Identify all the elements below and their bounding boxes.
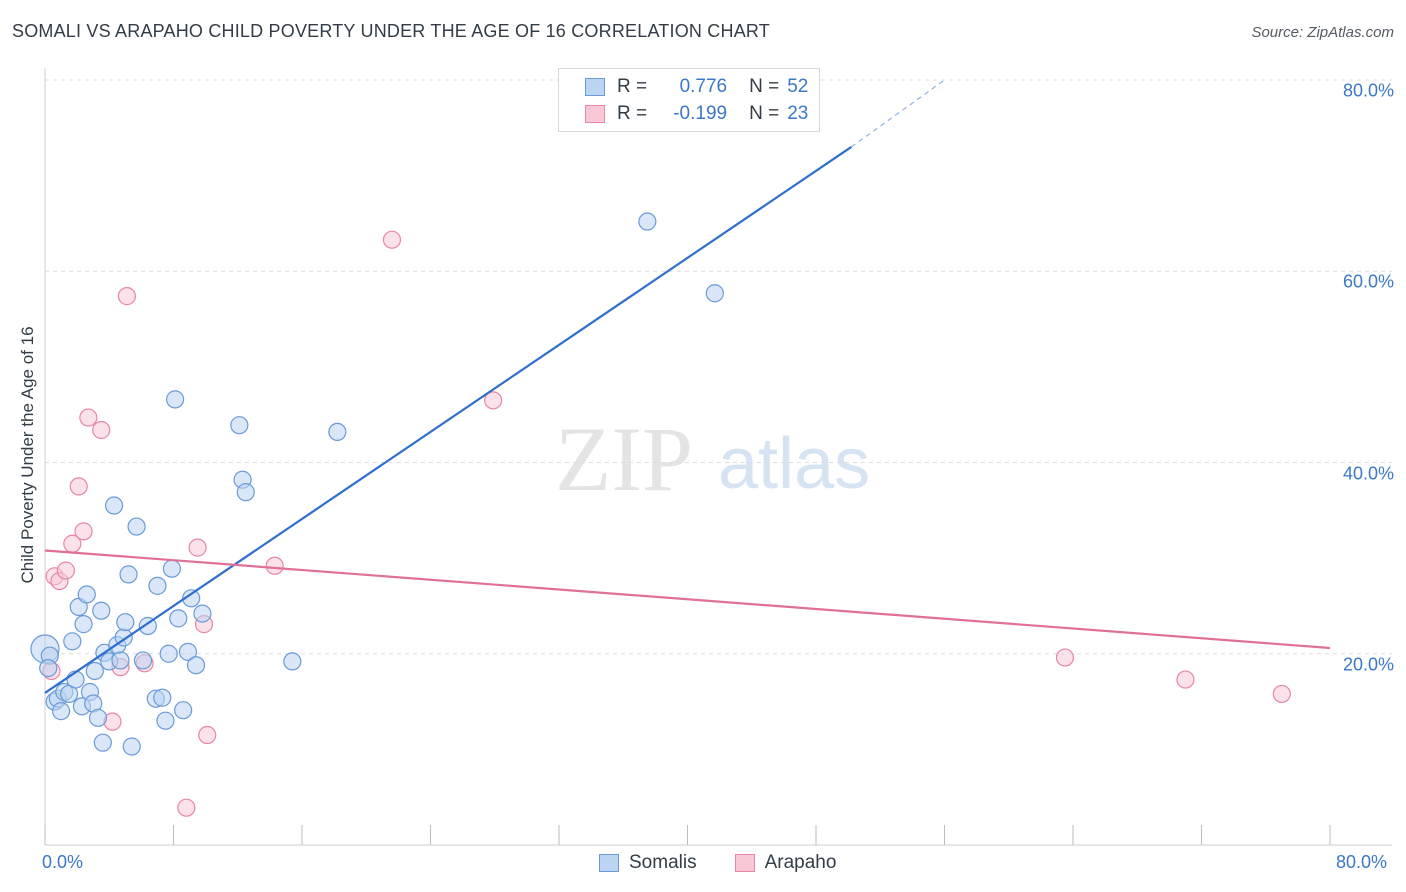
somalis-point (182, 589, 201, 608)
arapaho-point (265, 556, 284, 575)
somalis-trend-extension (850, 79, 945, 148)
axes (44, 68, 1392, 846)
watermark-atlas: atlas (718, 424, 870, 504)
somalis-point (92, 601, 111, 620)
somalis-point (166, 390, 185, 409)
somalis-point (169, 609, 188, 628)
somalis-point (77, 585, 96, 604)
bottom-legend-label-arapaho: Arapaho (764, 852, 837, 873)
legend-n-arapaho: 23 (787, 103, 809, 124)
somalis-point (111, 651, 130, 670)
bottom-legend-somalis[interactable]: Somalis (599, 852, 697, 874)
arapaho-point (1176, 670, 1195, 689)
y-tick-label-80: 80.0% (1342, 80, 1394, 101)
somalis-point (116, 613, 135, 632)
somalis-point (186, 656, 206, 675)
somalis-point (39, 658, 58, 678)
x-tick-min: 0.0% (42, 852, 84, 872)
arapaho-point (56, 561, 75, 580)
somalis-point (127, 517, 146, 536)
legend-swatch-arapaho (585, 105, 605, 123)
trend-lines (44, 79, 1331, 694)
somalis-point (193, 604, 212, 623)
bottom-legend: Somalis Arapaho (599, 852, 874, 874)
somalis-point (178, 642, 198, 661)
somalis-point (122, 737, 141, 756)
legend-row-arapaho: R = -0.199 N = 23 (585, 101, 808, 127)
arapaho-point (484, 391, 503, 410)
y-tick-label-20: 20.0% (1342, 654, 1394, 675)
somalis-point (88, 708, 108, 727)
legend-r-label: R = (617, 76, 648, 97)
somalis-point (63, 632, 82, 651)
somalis-point (174, 701, 193, 720)
arapaho-point (188, 538, 207, 557)
somalis-point (230, 416, 249, 435)
correlation-legend: R = 0.776 N = 52 R = -0.199 N = 23 (558, 68, 820, 132)
arapaho-point (177, 798, 196, 817)
arapaho-points (42, 230, 1291, 817)
arapaho-point (1272, 684, 1291, 704)
bottom-legend-arapaho[interactable]: Arapaho (734, 852, 837, 874)
y-tick-label-40: 40.0% (1342, 463, 1394, 483)
chart-title: SOMALI VS ARAPAHO CHILD POVERTY UNDER TH… (12, 21, 770, 41)
arapaho-point (1055, 648, 1075, 667)
somalis-point (104, 496, 124, 515)
somalis-point (162, 559, 181, 578)
bottom-legend-label-somalis: Somalis (629, 852, 697, 873)
legend-r-arapaho: -0.199 (673, 103, 728, 124)
somalis-point (283, 652, 302, 671)
arapaho-point (74, 522, 93, 541)
somalis-points (30, 212, 724, 756)
somalis-point (51, 702, 71, 721)
somalis-point (638, 212, 657, 231)
somalis-point (119, 565, 138, 584)
legend-r-somalis: 0.776 (679, 76, 728, 97)
somalis-point (328, 422, 347, 441)
somalis-point (148, 576, 167, 595)
somalis-point (133, 651, 153, 670)
arapaho-trend-line (44, 549, 1331, 650)
x-tick-max: 80.0% (1336, 852, 1388, 872)
arapaho-point (69, 477, 88, 496)
somalis-point (93, 733, 112, 752)
somalis-point (705, 284, 724, 303)
arapaho-point (382, 230, 402, 249)
bottom-legend-swatch-arapaho (734, 854, 755, 872)
watermark: ZIP atlas (555, 408, 870, 510)
bottom-legend-swatch-somalis (599, 854, 619, 872)
grid-lines (45, 79, 1392, 655)
arapaho-point (79, 408, 98, 427)
legend-swatch-somalis (585, 78, 605, 96)
arapaho-point (198, 725, 217, 745)
somalis-point (153, 688, 172, 707)
somalis-point (66, 670, 85, 689)
y-tick-label-60: 60.0% (1342, 271, 1394, 292)
arapaho-point (117, 287, 137, 306)
legend-n-somalis: 52 (787, 76, 809, 97)
legend-n-label: N = (749, 76, 780, 97)
legend-n-label: N = (749, 103, 780, 124)
legend-row-somalis: R = 0.776 N = 52 (585, 74, 808, 100)
watermark-zip: ZIP (555, 408, 693, 510)
legend-r-label: R = (617, 103, 648, 124)
somalis-point (74, 615, 93, 634)
somalis-point (236, 483, 255, 502)
somalis-point (156, 711, 175, 730)
somalis-point (85, 661, 104, 681)
somalis-point (159, 644, 178, 663)
arapaho-point (92, 420, 111, 440)
somalis-trend-line (44, 146, 852, 694)
chart-source: Source: ZipAtlas.com (1251, 24, 1394, 41)
